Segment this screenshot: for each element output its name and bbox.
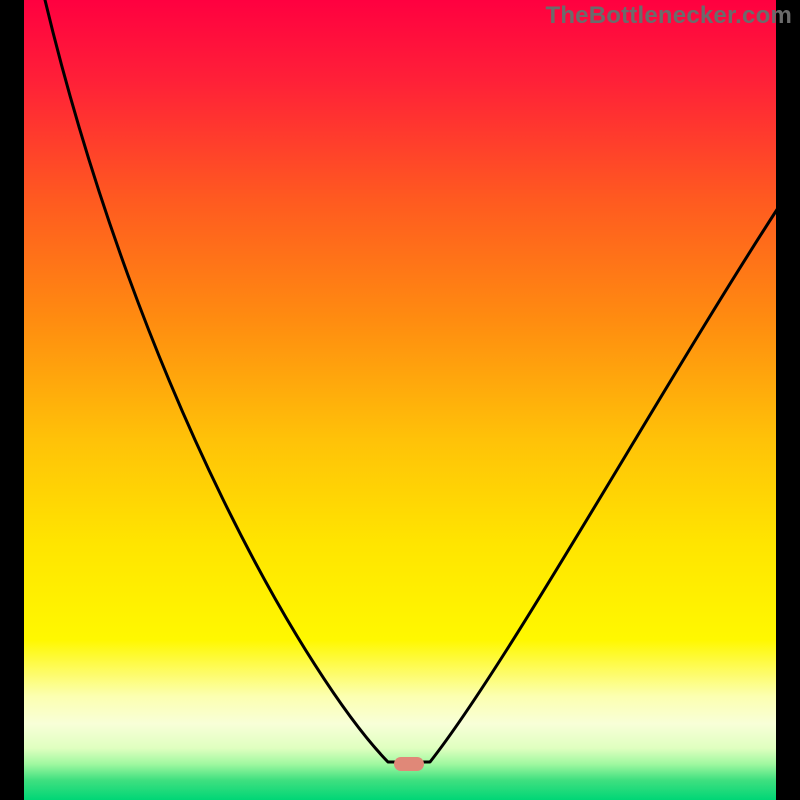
gradient-panel — [24, 0, 776, 800]
bottleneck-curve-chart — [0, 0, 800, 800]
watermark-text: TheBottlenecker.com — [545, 2, 792, 30]
minimum-marker — [394, 757, 424, 771]
